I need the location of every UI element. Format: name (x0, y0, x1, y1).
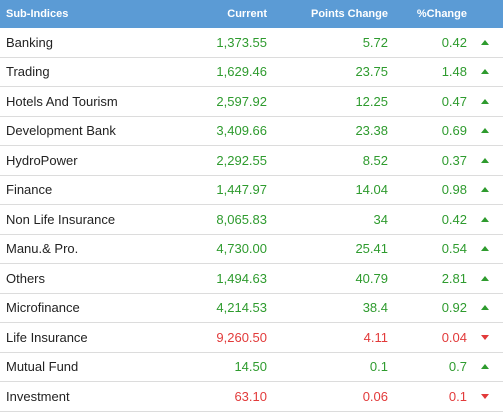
current-value: 2,292.55 (216, 152, 267, 168)
down-arrow-icon (481, 393, 489, 399)
trend-indicator (467, 364, 503, 370)
points-change-value: 23.38 (355, 123, 388, 139)
up-arrow-icon (481, 305, 489, 311)
current-value: 4,730.00 (216, 241, 267, 257)
current-value: 8,065.83 (216, 211, 267, 227)
sub-index-name[interactable]: Life Insurance (6, 329, 88, 345)
pct-change-value: 0.54 (441, 241, 467, 257)
sub-index-name[interactable]: Trading (6, 64, 50, 80)
pct-change-value: 0.92 (441, 300, 467, 316)
trend-indicator (467, 187, 503, 193)
pct-change-value: 0.37 (441, 152, 467, 168)
up-arrow-icon (481, 157, 489, 163)
sub-index-name[interactable]: Investment (6, 388, 70, 404)
current-value: 1,494.63 (216, 270, 267, 286)
sub-index-name[interactable]: Others (6, 270, 46, 286)
sub-index-name[interactable]: Development Bank (6, 123, 116, 139)
sub-index-name[interactable]: Non Life Insurance (6, 211, 116, 227)
table-row[interactable]: HydroPower 2,292.55 8.52 0.37 (0, 146, 503, 176)
points-change-value: 0.06 (362, 388, 388, 404)
trend-indicator (467, 157, 503, 163)
points-change-value: 12.25 (355, 93, 388, 109)
pct-change-value: 0.69 (441, 123, 467, 139)
points-change-value: 34 (373, 211, 388, 227)
table-row[interactable]: Others 1,494.63 40.79 2.81 (0, 264, 503, 294)
trend-indicator (467, 216, 503, 222)
table-row[interactable]: Manu.& Pro. 4,730.00 25.41 0.54 (0, 235, 503, 264)
header-points-change[interactable]: Points Change (310, 8, 388, 20)
sub-index-name[interactable]: HydroPower (6, 152, 78, 168)
points-change-value: 38.4 (362, 300, 388, 316)
points-change-value: 8.52 (362, 152, 388, 168)
down-arrow-icon (481, 334, 489, 340)
pct-change-value: 0.42 (441, 211, 467, 227)
points-change-value: 14.04 (355, 182, 388, 198)
points-change-value: 0.1 (369, 359, 388, 375)
sub-index-name[interactable]: Banking (6, 34, 53, 50)
table-row[interactable]: Banking 1,373.55 5.72 0.42 (0, 28, 503, 58)
header-pct-change[interactable]: %Change (416, 8, 467, 20)
current-value: 63.10 (234, 388, 267, 404)
sub-index-name[interactable]: Microfinance (6, 300, 80, 316)
trend-indicator (467, 69, 503, 75)
current-value: 9,260.50 (216, 329, 267, 345)
trend-indicator (467, 39, 503, 45)
up-arrow-icon (481, 128, 489, 134)
points-change-value: 40.79 (355, 270, 388, 286)
current-value: 1,629.46 (216, 64, 267, 80)
pct-change-value: 0.7 (448, 359, 467, 375)
up-arrow-icon (481, 69, 489, 75)
sub-index-name[interactable]: Hotels And Tourism (6, 93, 118, 109)
table-row[interactable]: Mutual Fund 14.50 0.1 0.7 (0, 353, 503, 382)
current-value: 3,409.66 (216, 123, 267, 139)
up-arrow-icon (481, 364, 489, 370)
header-current[interactable]: Current (227, 8, 267, 20)
current-value: 1,447.97 (216, 182, 267, 198)
current-value: 14.50 (234, 359, 267, 375)
table-row[interactable]: Hotels And Tourism 2,597.92 12.25 0.47 (0, 87, 503, 117)
up-arrow-icon (481, 275, 489, 281)
pct-change-value: 1.48 (441, 64, 467, 80)
table-row[interactable]: Investment 63.10 0.06 0.1 (0, 382, 503, 412)
pct-change-value: 0.98 (441, 182, 467, 198)
points-change-value: 5.72 (362, 34, 388, 50)
pct-change-value: 0.04 (441, 329, 467, 345)
trend-indicator (467, 275, 503, 281)
up-arrow-icon (481, 187, 489, 193)
current-value: 1,373.55 (216, 34, 267, 50)
table-row[interactable]: Trading 1,629.46 23.75 1.48 (0, 58, 503, 87)
trend-indicator (467, 128, 503, 134)
current-value: 2,597.92 (216, 93, 267, 109)
up-arrow-icon (481, 246, 489, 252)
table-row[interactable]: Finance 1,447.97 14.04 0.98 (0, 176, 503, 205)
up-arrow-icon (481, 39, 489, 45)
table-row[interactable]: Microfinance 4,214.53 38.4 0.92 (0, 294, 503, 323)
table-body: Banking 1,373.55 5.72 0.42 Trading 1,629.46 23… (0, 28, 503, 412)
points-change-value: 4.11 (363, 329, 388, 345)
points-change-value: 25.41 (355, 241, 388, 257)
trend-indicator (467, 98, 503, 104)
points-change-value: 23.75 (355, 64, 388, 80)
up-arrow-icon (481, 216, 489, 222)
trend-indicator (467, 246, 503, 252)
pct-change-value: 0.42 (441, 34, 467, 50)
header-sub-indices[interactable]: Sub-Indices (6, 8, 69, 20)
pct-change-value: 0.1 (448, 388, 467, 404)
sub-index-name[interactable]: Manu.& Pro. (6, 241, 79, 257)
trend-indicator (467, 393, 503, 399)
sub-index-name[interactable]: Mutual Fund (6, 359, 79, 375)
current-value: 4,214.53 (216, 300, 267, 316)
sub-index-name[interactable]: Finance (6, 182, 53, 198)
pct-change-value: 2.81 (441, 270, 467, 286)
pct-change-value: 0.47 (441, 93, 467, 109)
table-row[interactable]: Life Insurance 9,260.50 4.11 0.04 (0, 323, 503, 353)
up-arrow-icon (481, 98, 489, 104)
table-header: Sub-Indices Current Points Change %Chang… (0, 0, 503, 28)
trend-indicator (467, 334, 503, 340)
trend-indicator (467, 305, 503, 311)
table-row[interactable]: Non Life Insurance 8,065.83 34 0.42 (0, 205, 503, 235)
table-row[interactable]: Development Bank 3,409.66 23.38 0.69 (0, 117, 503, 146)
